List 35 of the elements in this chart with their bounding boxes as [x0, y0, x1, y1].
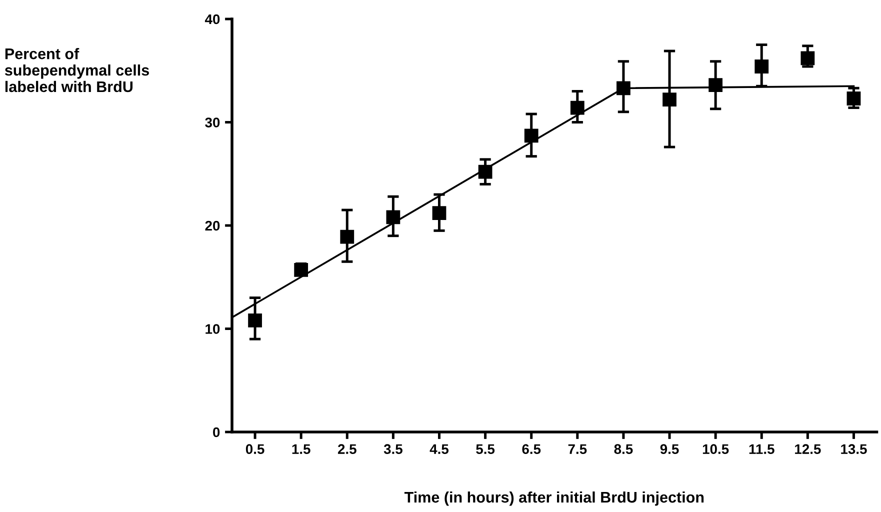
- point: [478, 164, 492, 179]
- x-tick-label: 1.5: [292, 444, 310, 454]
- point: [340, 230, 354, 244]
- point: [570, 100, 584, 115]
- x-tick-label: 12.5: [795, 444, 821, 454]
- x-tick-label: 13.5: [841, 444, 867, 454]
- x-tick-label: 4.5: [430, 444, 449, 454]
- y-tick-label: 0: [213, 427, 220, 438]
- point: [846, 92, 861, 106]
- y-tick-label: 30: [205, 118, 220, 128]
- y-tick-label: 20: [205, 220, 220, 231]
- x-tick-label: 5.5: [476, 444, 495, 454]
- y-axis-title: Percent of subependymal cells labeled with BrdU: [4, 48, 149, 92]
- point: [386, 210, 400, 224]
- x-tick-label: 0.5: [246, 444, 264, 454]
- y-tick-label: 10: [206, 324, 220, 334]
- point: [754, 60, 769, 74]
- y-tick-label: 40: [204, 14, 220, 24]
- x-tick-label: 11.5: [749, 444, 774, 454]
- point: [524, 128, 538, 143]
- x-tick-label: 7.5: [568, 444, 587, 454]
- x-tick-label: 2.5: [338, 444, 356, 454]
- x-tick-label: 3.5: [384, 444, 402, 454]
- x-tick-label: 6.5: [522, 444, 541, 454]
- point: [708, 78, 723, 92]
- point: [616, 81, 630, 96]
- x-tick-label: 8.5: [614, 444, 633, 454]
- point: [248, 314, 262, 328]
- x-tick-label: 9.5: [660, 444, 679, 454]
- point: [662, 92, 676, 106]
- point: [800, 51, 815, 66]
- point: [294, 262, 308, 277]
- x-axis-title: Time (in hours) after initial BrdU injection: [404, 491, 704, 506]
- x-tick-label: 10.5: [702, 444, 729, 454]
- point: [432, 206, 446, 220]
